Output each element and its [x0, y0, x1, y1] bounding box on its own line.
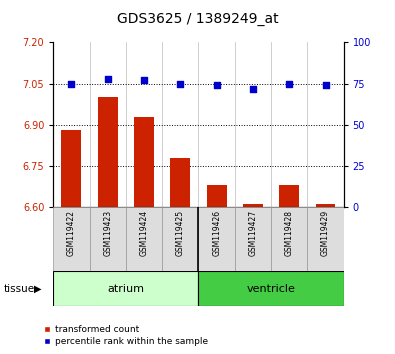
- Bar: [243, 204, 263, 207]
- Bar: [279, 185, 299, 207]
- Legend: transformed count, percentile rank within the sample: transformed count, percentile rank withi…: [40, 321, 212, 349]
- Text: GSM119429: GSM119429: [321, 210, 330, 256]
- Bar: [316, 204, 335, 207]
- Point: [141, 78, 147, 83]
- Point: [286, 81, 292, 86]
- Point: [68, 81, 75, 86]
- Text: GSM119428: GSM119428: [285, 210, 294, 256]
- Bar: [98, 97, 118, 207]
- Bar: [235, 207, 271, 271]
- Bar: [62, 130, 81, 207]
- Bar: [207, 185, 227, 207]
- Bar: [170, 158, 190, 207]
- Bar: [53, 207, 90, 271]
- Text: GSM119422: GSM119422: [67, 210, 76, 256]
- Bar: [199, 271, 344, 306]
- Text: GSM119423: GSM119423: [103, 210, 112, 256]
- Bar: [53, 271, 199, 306]
- Bar: [90, 207, 126, 271]
- Text: atrium: atrium: [107, 284, 145, 293]
- Text: GSM119425: GSM119425: [176, 210, 185, 256]
- Text: ventricle: ventricle: [246, 284, 295, 293]
- Bar: [126, 207, 162, 271]
- Point: [105, 76, 111, 81]
- Text: GSM119427: GSM119427: [248, 210, 258, 256]
- Bar: [307, 207, 344, 271]
- Point: [177, 81, 184, 86]
- Text: GSM119426: GSM119426: [212, 210, 221, 256]
- Text: tissue: tissue: [4, 284, 35, 293]
- Bar: [271, 207, 307, 271]
- Point: [250, 86, 256, 91]
- Bar: [162, 207, 199, 271]
- Point: [322, 82, 329, 88]
- Text: GSM119424: GSM119424: [139, 210, 149, 256]
- Bar: [199, 207, 235, 271]
- Bar: [134, 116, 154, 207]
- Point: [213, 82, 220, 88]
- Text: ▶: ▶: [34, 284, 41, 293]
- Text: GDS3625 / 1389249_at: GDS3625 / 1389249_at: [117, 12, 278, 27]
